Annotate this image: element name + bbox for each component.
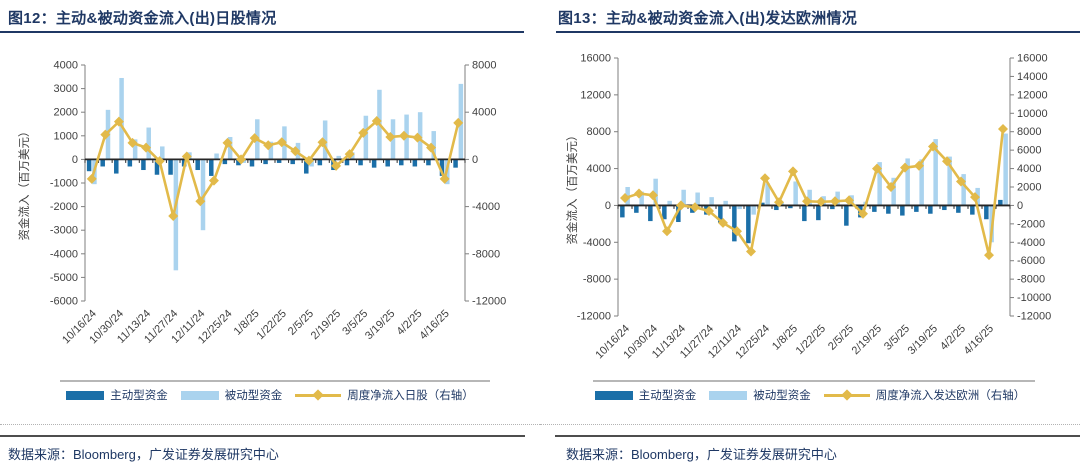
source-divider-rule: [555, 435, 1080, 437]
data-source-text: 数据来源：Bloomberg，广发证券发展研究中心: [8, 447, 279, 462]
chart-developed-europe-fund-flows: -12000 -8000 -4000 0 4000 8000 12000 16000 -1200…: [565, 53, 1051, 382]
legend-item-passive-funds: 被动型资金: [180, 387, 283, 403]
figure-12-title-underline: [0, 31, 524, 33]
passive-funds-swatch: [709, 390, 748, 400]
figure-13-legend: 主动型资金 被动型资金 周度净流入发达欧洲（右轴）: [540, 385, 1080, 405]
svg-text:-4000: -4000: [583, 237, 611, 249]
legend-item-net-inflow-line: 周度净流入发达欧洲（右轴）: [823, 387, 1026, 403]
svg-text:-8000: -8000: [1017, 274, 1045, 286]
legend-item-net-inflow-line: 周度净流入日股（右轴）: [295, 387, 474, 403]
legend-label: 主动型资金: [110, 390, 168, 402]
figure-12-legend: 主动型资金 被动型资金 周度净流入日股（右轴）: [0, 385, 540, 405]
net-inflow-line-swatch: [823, 389, 870, 401]
net-inflow-line-swatch: [295, 389, 342, 401]
svg-text:0: 0: [605, 200, 611, 212]
legend-label: 周度净流入日股（右轴）: [347, 390, 474, 402]
svg-text:1000: 1000: [54, 130, 78, 142]
legend-label: 被动型资金: [753, 390, 811, 402]
svg-text:12000: 12000: [1017, 89, 1048, 101]
figure-12-footer: 数据来源：Bloomberg，广发证券发展研究中心: [0, 424, 540, 473]
svg-text:3000: 3000: [54, 83, 78, 95]
svg-text:3/19/25: 3/19/25: [363, 308, 397, 342]
svg-text:资金流入（百万美元）: 资金流入（百万美元）: [17, 126, 31, 241]
svg-text:0: 0: [1017, 200, 1023, 212]
cell-border-line: [0, 424, 540, 426]
svg-text:4000: 4000: [1017, 163, 1041, 175]
svg-text:8000: 8000: [587, 126, 611, 138]
active-funds-swatch: [594, 390, 633, 400]
svg-text:2000: 2000: [54, 107, 78, 119]
figure-12-panel: 图12：主动&被动资金流入(出)日股情况 -6000 -5000 -4000 -300…: [0, 10, 540, 473]
svg-text:-2000: -2000: [50, 201, 78, 213]
svg-text:4/16/25: 4/16/25: [962, 323, 996, 357]
active-funds-swatch: [66, 390, 105, 400]
svg-text:2/19/25: 2/19/25: [850, 323, 884, 357]
chart-japan-fund-flows: -6000 -5000 -4000 -3000 -2000 -1000 0 1000 2000 3…: [17, 60, 506, 382]
source-divider-rule: [0, 435, 525, 437]
passive-funds-swatch: [180, 390, 219, 400]
svg-text:-6000: -6000: [50, 296, 78, 308]
legend-item-active-funds: 主动型资金: [594, 387, 697, 403]
svg-text:-4000: -4000: [50, 248, 78, 260]
svg-text:-12000: -12000: [577, 311, 611, 323]
svg-text:-5000: -5000: [50, 272, 78, 284]
figure-13-title: 图13：主动&被动资金流入(出)发达欧洲情况: [558, 10, 858, 27]
svg-text:10000: 10000: [1017, 108, 1048, 120]
svg-text:1/22/25: 1/22/25: [794, 323, 828, 357]
svg-text:-6000: -6000: [1017, 255, 1045, 267]
svg-text:3/19/25: 3/19/25: [906, 323, 940, 357]
figure-13-footer: 数据来源：Bloomberg，广发证券发展研究中心: [540, 424, 1080, 473]
legend-item-passive-funds: 被动型资金: [709, 387, 811, 403]
svg-text:16000: 16000: [580, 53, 611, 65]
cell-border-line: [540, 424, 1080, 426]
svg-text:2/19/25: 2/19/25: [309, 308, 343, 342]
svg-text:-3000: -3000: [50, 225, 78, 237]
svg-text:14000: 14000: [1017, 71, 1048, 83]
svg-text:2000: 2000: [1017, 182, 1041, 194]
svg-text:8000: 8000: [472, 60, 496, 72]
svg-text:-1000: -1000: [50, 178, 78, 190]
figure-12-title: 图12：主动&被动资金流入(出)日股情况: [8, 10, 277, 27]
svg-text:16000: 16000: [1017, 53, 1048, 65]
legend-label: 周度净流入发达欧洲（右轴）: [875, 390, 1026, 402]
svg-text:4000: 4000: [54, 60, 78, 72]
svg-text:-12000: -12000: [472, 296, 506, 308]
svg-text:12000: 12000: [580, 89, 611, 101]
svg-text:-10000: -10000: [1017, 292, 1051, 304]
svg-text:8000: 8000: [1017, 126, 1041, 138]
svg-text:4000: 4000: [472, 107, 496, 119]
svg-text:资金流入（百万美元）: 资金流入（百万美元）: [565, 130, 579, 245]
svg-text:1/22/25: 1/22/25: [254, 308, 288, 342]
svg-text:-12000: -12000: [1017, 311, 1051, 323]
figure-13-title-underline: [556, 31, 1080, 33]
svg-text:4000: 4000: [587, 163, 611, 175]
figure-13-panel: 图13：主动&被动资金流入(出)发达欧洲情况 -12000 -8000 -4000 0…: [540, 0, 1080, 473]
svg-text:-4000: -4000: [1017, 237, 1045, 249]
legend-label: 主动型资金: [638, 390, 697, 402]
svg-text:-4000: -4000: [472, 201, 500, 213]
legend-label: 被动型资金: [224, 390, 283, 402]
svg-text:6000: 6000: [1017, 145, 1041, 157]
legend-item-active-funds: 主动型资金: [66, 387, 168, 403]
data-source-text: 数据来源：Bloomberg，广发证券发展研究中心: [566, 447, 837, 462]
svg-text:4/16/25: 4/16/25: [417, 308, 451, 342]
svg-text:-2000: -2000: [1017, 218, 1045, 230]
svg-text:0: 0: [72, 154, 78, 166]
svg-text:-8000: -8000: [583, 274, 611, 286]
svg-text:-8000: -8000: [472, 248, 500, 260]
svg-text:0: 0: [472, 154, 478, 166]
